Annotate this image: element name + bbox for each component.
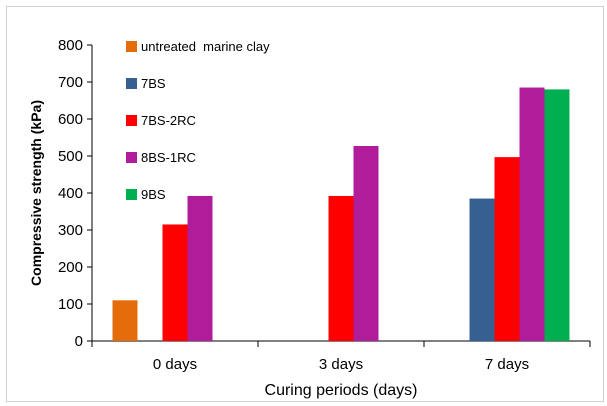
legend: untreated marine clay 7BS 7BS-2RC 8BS-1RC 9B… [126, 39, 270, 202]
bar-7bs-7-days [469, 198, 495, 341]
y-tick-label: 700 [58, 74, 83, 91]
legend-swatch [126, 152, 137, 163]
bar-9bs-7-days [544, 89, 570, 342]
legend-swatch [126, 189, 137, 200]
legend-label: 8BS-1RC [141, 150, 196, 165]
x-ticks: 0 days 3 days 7 days [91, 341, 591, 373]
y-tick-label: 0 [75, 333, 83, 350]
legend-label: 7BS-2RC [141, 113, 196, 128]
y-axis-title: Compressive strength (kPa) [28, 100, 44, 286]
y-tick-label: 800 [58, 37, 83, 54]
bar-7bs-2rc-7-days [494, 157, 520, 341]
y-tick-label: 200 [58, 259, 83, 276]
y-tick-label: 300 [58, 222, 83, 239]
legend-swatch [126, 78, 137, 89]
bar-7bs-2rc-0-days [162, 224, 188, 341]
y-ticks: 0 100 200 300 400 500 600 700 800 [58, 37, 92, 350]
legend-label: 9BS [141, 187, 166, 202]
legend-label: 7BS [141, 76, 166, 91]
y-tick-label: 500 [58, 148, 83, 165]
x-category-label: 0 days [153, 356, 197, 373]
bar-7bs-2rc-3-days [328, 195, 354, 341]
bar-8bs-1rc-3-days [353, 146, 379, 341]
bar-untreated-marine-clay-0-days [112, 300, 138, 341]
legend-swatch [126, 41, 137, 52]
legend-label: untreated marine clay [141, 39, 270, 54]
y-tick-label: 600 [58, 111, 83, 128]
x-category-label: 7 days [485, 356, 529, 373]
bar-8bs-1rc-7-days [519, 87, 545, 341]
x-axis-title: Curing periods (days) [265, 382, 418, 399]
bars [112, 87, 570, 342]
y-tick-label: 100 [58, 296, 83, 313]
y-tick-label: 400 [58, 185, 83, 202]
bar-8bs-1rc-0-days [187, 195, 213, 341]
legend-swatch [126, 115, 137, 126]
x-category-label: 3 days [319, 356, 363, 373]
